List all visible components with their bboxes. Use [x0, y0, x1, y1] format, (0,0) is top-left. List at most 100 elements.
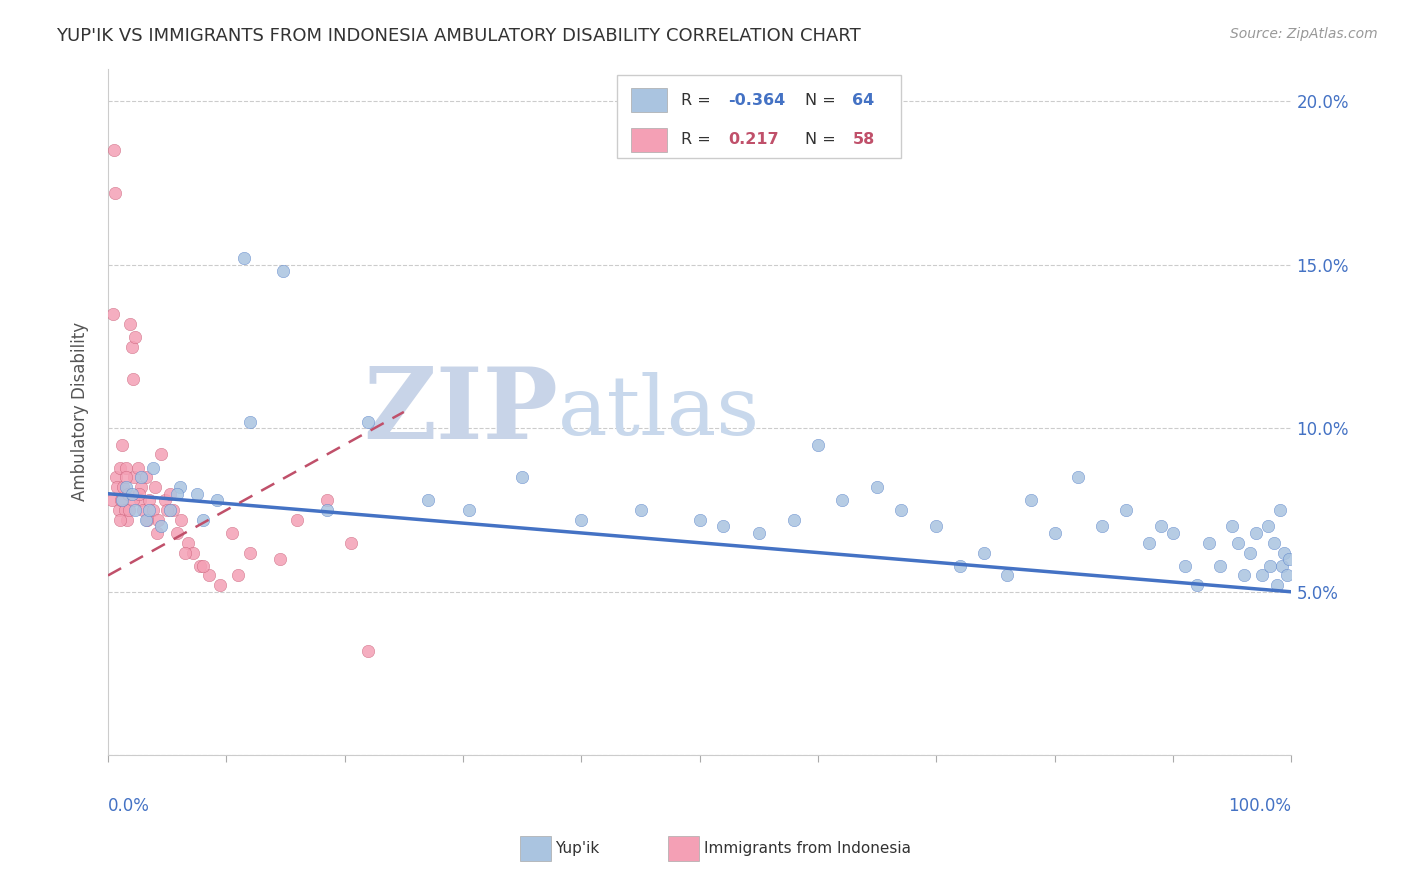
- Point: [191, 513, 214, 527]
- Point: [142, 460, 165, 475]
- Point: [159, 486, 181, 500]
- Point: [866, 480, 889, 494]
- Point: [162, 503, 184, 517]
- Point: [357, 415, 380, 429]
- Point: [1233, 568, 1256, 582]
- Point: [1115, 503, 1137, 517]
- Text: 64: 64: [852, 93, 875, 108]
- Point: [1239, 545, 1261, 559]
- Point: [1263, 535, 1285, 549]
- Point: [416, 493, 439, 508]
- Text: R =: R =: [681, 132, 716, 147]
- Point: [285, 513, 308, 527]
- Point: [145, 525, 167, 540]
- Point: [316, 493, 339, 508]
- Point: [104, 186, 127, 200]
- Text: ZIP: ZIP: [363, 363, 558, 460]
- Point: [135, 470, 157, 484]
- FancyBboxPatch shape: [631, 128, 666, 152]
- Point: [1067, 470, 1090, 484]
- Point: [115, 470, 138, 484]
- Point: [111, 493, 134, 508]
- Point: [114, 460, 136, 475]
- Point: [569, 513, 592, 527]
- Point: [177, 535, 200, 549]
- Text: N =: N =: [806, 132, 841, 147]
- Point: [783, 513, 806, 527]
- Text: 0.0%: 0.0%: [108, 797, 150, 814]
- Point: [181, 545, 204, 559]
- Point: [1265, 578, 1288, 592]
- Point: [150, 447, 173, 461]
- FancyBboxPatch shape: [631, 88, 666, 112]
- Point: [166, 486, 188, 500]
- Point: [1220, 519, 1243, 533]
- Point: [1174, 558, 1197, 573]
- Point: [1275, 568, 1298, 582]
- Text: 58: 58: [852, 132, 875, 147]
- Point: [129, 480, 152, 494]
- Point: [174, 545, 197, 559]
- Point: [339, 535, 361, 549]
- Point: [1278, 552, 1301, 566]
- Point: [114, 480, 136, 494]
- Text: Immigrants from Indonesia: Immigrants from Indonesia: [704, 841, 911, 855]
- Point: [103, 143, 125, 157]
- Point: [271, 264, 294, 278]
- Point: [101, 307, 124, 321]
- Point: [127, 460, 149, 475]
- Point: [121, 372, 143, 386]
- Point: [110, 493, 132, 508]
- Point: [122, 493, 145, 508]
- Point: [186, 486, 208, 500]
- Text: 100.0%: 100.0%: [1229, 797, 1292, 814]
- Point: [713, 519, 735, 533]
- Point: [1043, 525, 1066, 540]
- Point: [188, 558, 211, 573]
- Point: [132, 503, 155, 517]
- Point: [226, 568, 249, 582]
- Point: [1257, 519, 1279, 533]
- Point: [1161, 525, 1184, 540]
- Point: [316, 503, 339, 517]
- Point: [121, 339, 143, 353]
- Text: 0.217: 0.217: [728, 132, 779, 147]
- Point: [124, 503, 146, 517]
- Point: [1150, 519, 1173, 533]
- Point: [1198, 535, 1220, 549]
- Point: [630, 503, 652, 517]
- FancyBboxPatch shape: [617, 76, 901, 158]
- Point: [142, 503, 165, 517]
- Point: [209, 578, 232, 592]
- Point: [117, 486, 139, 500]
- Point: [221, 525, 243, 540]
- Point: [122, 470, 145, 484]
- Point: [748, 525, 770, 540]
- Point: [135, 513, 157, 527]
- Point: [166, 525, 188, 540]
- Point: [138, 503, 160, 517]
- Point: [239, 545, 262, 559]
- Point: [120, 317, 142, 331]
- Point: [124, 329, 146, 343]
- Point: [1258, 558, 1281, 573]
- Point: [111, 437, 134, 451]
- Point: [169, 480, 191, 494]
- Point: [114, 503, 136, 517]
- Point: [807, 437, 830, 451]
- Text: N =: N =: [806, 93, 841, 108]
- Point: [233, 251, 256, 265]
- Point: [949, 558, 972, 573]
- Point: [112, 480, 135, 494]
- Point: [143, 480, 166, 494]
- Point: [197, 568, 219, 582]
- Point: [925, 519, 948, 533]
- Text: Source: ZipAtlas.com: Source: ZipAtlas.com: [1230, 27, 1378, 41]
- Point: [997, 568, 1019, 582]
- Text: atlas: atlas: [558, 372, 759, 452]
- Point: [510, 470, 533, 484]
- Point: [890, 503, 912, 517]
- Point: [1019, 493, 1042, 508]
- Point: [108, 460, 131, 475]
- Point: [1250, 568, 1272, 582]
